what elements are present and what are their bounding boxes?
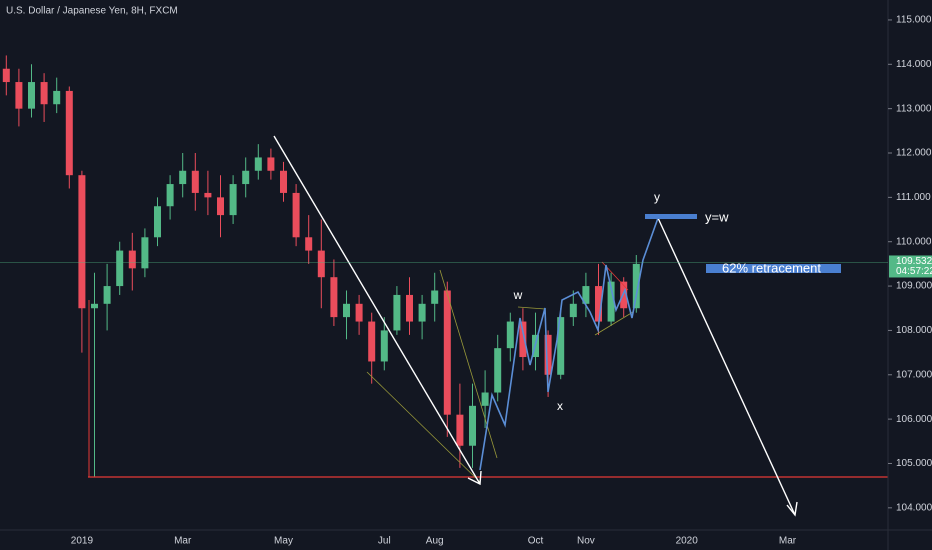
y-tick-label: 107.000 (896, 369, 932, 380)
candle-body (128, 250, 136, 269)
candle-body (154, 206, 161, 238)
x-tick-label: 2020 (676, 536, 699, 547)
candle-body (91, 303, 98, 309)
trend-arrow (273, 135, 481, 485)
projection-arrow (657, 217, 796, 516)
candle-body (15, 82, 23, 109)
wave-path (479, 217, 659, 471)
candle-body (65, 90, 73, 176)
y-tick-label: 110.000 (896, 236, 932, 247)
candle-body (406, 294, 413, 322)
candle-body (141, 237, 149, 269)
candle-body (368, 321, 376, 362)
y-tick-label: 109.000 (896, 281, 932, 292)
x-tick-label: May (274, 536, 293, 547)
drawings (88, 135, 888, 517)
candle-body (254, 157, 262, 171)
candle-body (229, 184, 237, 216)
candle-body (116, 250, 124, 287)
candle-body (179, 170, 187, 185)
candle-body (380, 330, 388, 362)
arrow-head (467, 470, 482, 486)
x-tick-label: Nov (577, 536, 595, 547)
y-tick-label: 105.000 (896, 458, 932, 469)
candle-body (418, 303, 426, 322)
last-price-label: 109.532 (896, 256, 932, 267)
y-tick-label: 115.000 (896, 15, 932, 26)
x-tick-label: Jul (378, 536, 391, 547)
candle-body (544, 334, 552, 375)
candle-body (28, 82, 35, 109)
candle-body (305, 237, 313, 251)
wedge-line (366, 371, 481, 483)
wedge-line (594, 311, 634, 336)
candle-body (2, 68, 10, 83)
y-tick-label: 113.000 (896, 103, 932, 114)
candle-body (355, 303, 363, 322)
candle-body (431, 290, 439, 304)
wedge-line (517, 306, 546, 310)
candle-body (632, 263, 640, 309)
retracement-label: 62% retracement (722, 260, 821, 275)
candle-body (620, 281, 628, 309)
retracement-zone (706, 264, 841, 273)
candle-body (456, 414, 464, 446)
y-tick-label: 111.000 (896, 192, 931, 203)
y-tick-label: 108.000 (896, 325, 932, 336)
candle-body (569, 303, 577, 318)
arrow-head (786, 501, 798, 517)
candle-body (393, 294, 401, 331)
countdown-label: 04:57:22 (896, 266, 932, 277)
candle-body (191, 170, 199, 193)
x-tick-label: 2019 (71, 536, 94, 547)
y-tick-label: 112.000 (896, 148, 932, 159)
wave-label: x (557, 399, 563, 413)
candle-body (469, 405, 476, 446)
candle-body (481, 392, 489, 406)
y-tick-label: 114.000 (896, 59, 932, 70)
candle-body (103, 286, 111, 304)
candle-body (506, 321, 514, 349)
x-tick-label: Mar (779, 536, 797, 547)
y-tick-label: 106.000 (896, 414, 932, 425)
wave-label: w (513, 288, 523, 302)
chart-title: U.S. Dollar / Japanese Yen, 8H, FXCM (6, 6, 178, 17)
x-tick-label: Mar (174, 536, 192, 547)
target-label: y=w (705, 209, 729, 224)
candle-body (494, 348, 502, 393)
x-tick-label: Oct (528, 536, 544, 547)
candle-body (204, 192, 212, 198)
candle-body (443, 290, 451, 415)
candle-body (317, 250, 325, 278)
candle-body (242, 170, 250, 185)
wave-label: y (654, 190, 660, 204)
candle-body (519, 321, 527, 358)
candle-body (607, 281, 615, 322)
target-zone (645, 214, 697, 219)
x-tick-label: Aug (426, 536, 444, 547)
candle-body (53, 90, 61, 105)
candle-body (267, 157, 275, 171)
candle-body (343, 303, 350, 318)
candle-body (292, 192, 300, 238)
last-price-box (889, 255, 932, 278)
candle-body (40, 82, 48, 105)
y-tick-label: 104.000 (896, 502, 932, 513)
candle-body (582, 286, 590, 304)
candle-body (595, 286, 602, 322)
candle-body (166, 184, 174, 207)
candle-body (217, 197, 224, 216)
candle-body (78, 175, 86, 309)
candle-body (280, 170, 287, 193)
candle-body (557, 317, 565, 375)
candle-body (330, 277, 338, 318)
